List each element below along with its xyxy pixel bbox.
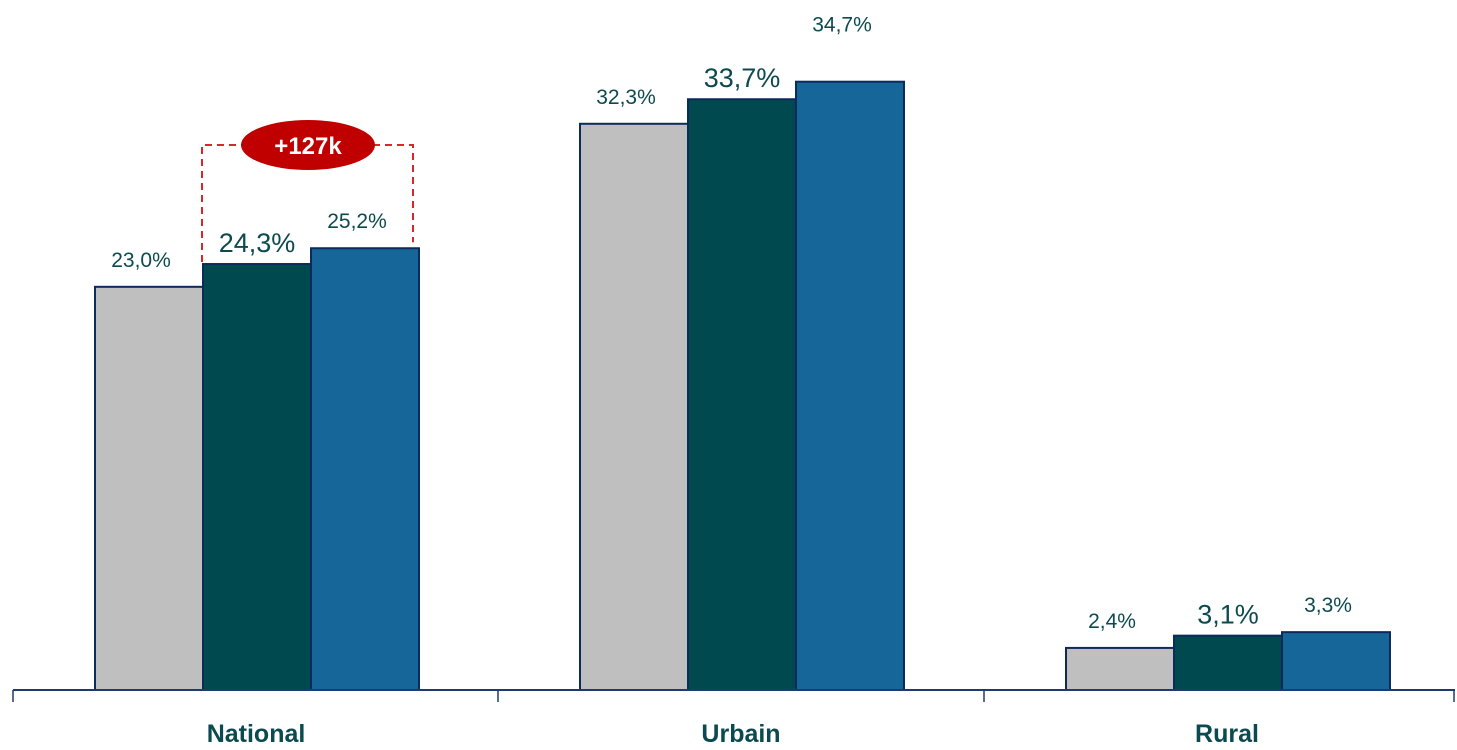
annotation: +127k [201,120,414,263]
value-label-rural-s3: 3,3% [1304,594,1352,617]
bar-rural-s3 [1281,631,1391,691]
bars-layer [94,80,1391,692]
category-label-national: National [207,720,306,748]
value-label-rural-s2: 3,1% [1197,600,1259,630]
bar-national-s3 [310,247,420,692]
value-label-national-s2: 24,3% [219,228,296,258]
annotation-badge [241,120,375,170]
value-label-national-s1: 23,0% [111,249,171,272]
category-label-rural: Rural [1195,720,1259,748]
bar-urbain-s1 [579,122,689,691]
bar-national-s1 [94,285,204,691]
value-label-urbain-s3: 34,7% [812,14,872,37]
category-labels-layer: National Urbain Rural [207,720,1259,748]
bar-rural-s2 [1173,634,1283,691]
value-labels-layer: 23,0% 32,3% 2,4% 24,3% 33,7% 3,1% 25,2% 34,7% 3,… [111,14,1352,633]
bar-national-s2 [202,263,312,691]
value-label-urbain-s1: 32,3% [596,86,656,109]
x-axis [12,689,1455,702]
value-label-urbain-s2: 33,7% [704,63,781,93]
bar-urbain-s3 [795,80,905,692]
annotation-text: +127k [274,133,342,160]
bar-urbain-s2 [687,98,797,691]
value-label-national-s3: 25,2% [327,210,387,233]
value-label-rural-s1: 2,4% [1088,610,1136,633]
category-label-urbain: Urbain [701,720,780,748]
bar-rural-s1 [1065,646,1175,691]
